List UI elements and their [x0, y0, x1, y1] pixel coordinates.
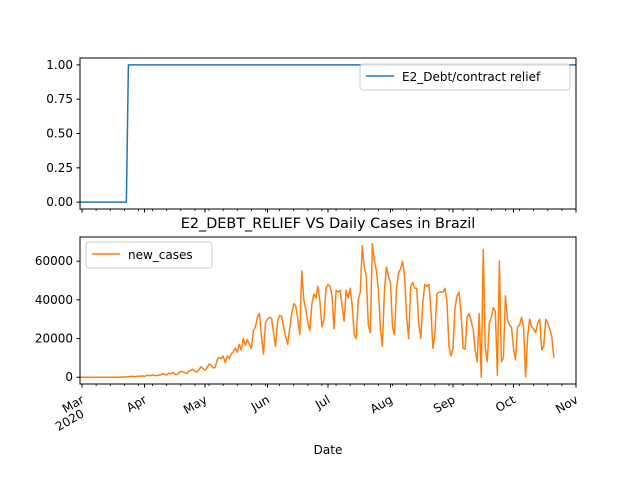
- policy-y-tick-label: 0.50: [46, 127, 73, 141]
- x-axis-label: Date: [314, 443, 343, 457]
- policy-legend-label: E2_Debt/contract relief: [402, 70, 541, 84]
- cases-y-tick-label: 20000: [35, 332, 73, 346]
- cases-y-tick-label: 40000: [35, 293, 73, 307]
- policy-legend: E2_Debt/contract relief: [359, 63, 571, 91]
- policy-y-tick-label: 0.00: [46, 195, 73, 209]
- policy-y-tick-label: 0.75: [46, 92, 73, 106]
- policy-panel: 0.00 0.25 0.50 0.75 1.00 E2_Debt/contract re…: [46, 57, 577, 213]
- cases-legend: new_cases: [85, 241, 213, 269]
- cases-series-line: [80, 243, 555, 378]
- policy-y-tick-label: 1.00: [46, 58, 73, 72]
- cases-y-tick-label: 0: [65, 370, 73, 384]
- figure-title: E2_DEBT_RELIEF VS Daily Cases in Brazil: [181, 216, 475, 232]
- cases-y-tick-label: 60000: [35, 254, 73, 268]
- policy-legend-box: [359, 63, 571, 91]
- policy-series-line: [80, 64, 576, 203]
- policy-y-axis: 0.00 0.25 0.50 0.75 1.00: [46, 58, 80, 209]
- cases-y-axis: 0 20000 40000 60000: [35, 254, 80, 384]
- cases-legend-label: new_cases: [128, 248, 193, 262]
- policy-y-tick-label: 0.25: [46, 161, 73, 175]
- cases-x-tick-label: Jul: [312, 392, 332, 412]
- cases-legend-box: [85, 241, 213, 269]
- policy-x-axis-ticks: [81, 209, 577, 213]
